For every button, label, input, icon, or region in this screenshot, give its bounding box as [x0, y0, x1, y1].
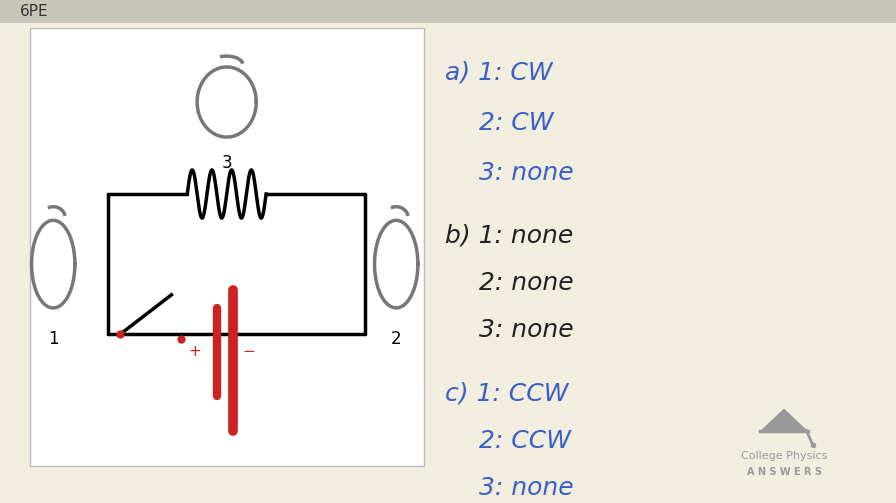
- Polygon shape: [762, 409, 806, 431]
- Text: 3: 3: [221, 154, 232, 173]
- Bar: [0, 0, 896, 23]
- Bar: [30, 28, 424, 466]
- Text: 3: none: 3: none: [479, 318, 574, 343]
- Text: b) 1: none: b) 1: none: [445, 223, 573, 247]
- Text: 2: none: 2: none: [479, 271, 574, 295]
- Text: 2: CW: 2: CW: [479, 111, 554, 135]
- Text: c) 1: CCW: c) 1: CCW: [445, 381, 569, 405]
- Text: −: −: [242, 344, 254, 359]
- Text: A N S W E R S: A N S W E R S: [746, 467, 822, 477]
- Text: 3: none: 3: none: [479, 161, 574, 185]
- Text: +: +: [189, 344, 202, 359]
- Text: 6PE: 6PE: [20, 4, 48, 19]
- Text: College Physics: College Physics: [741, 451, 827, 461]
- Text: 2: 2: [391, 329, 401, 348]
- Text: 1: 1: [47, 329, 58, 348]
- Text: 2: CCW: 2: CCW: [479, 429, 572, 453]
- Text: a) 1: CW: a) 1: CW: [445, 60, 553, 85]
- Text: 3: none: 3: none: [479, 476, 574, 500]
